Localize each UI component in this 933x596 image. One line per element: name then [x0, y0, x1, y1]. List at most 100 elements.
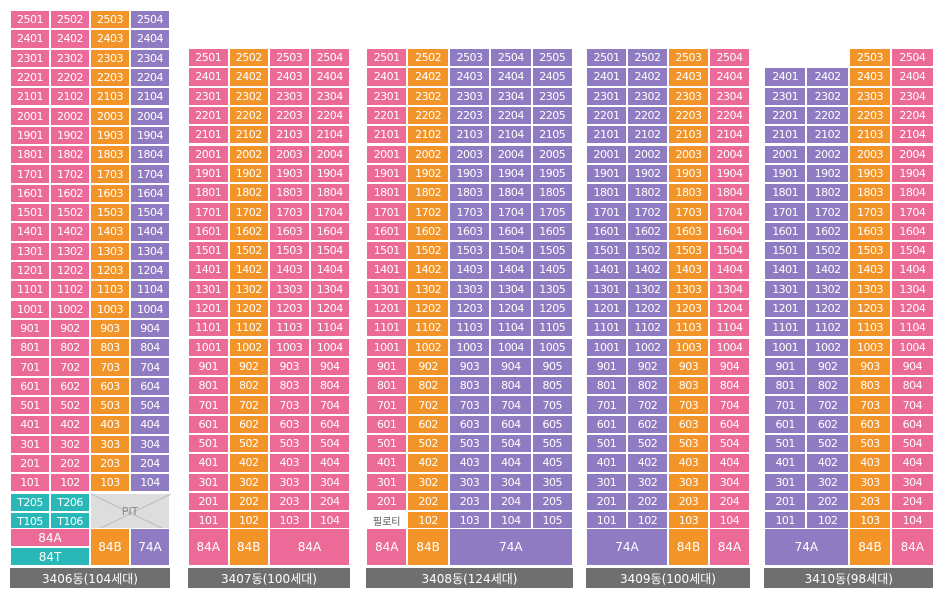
unit-cell[interactable]: 904: [709, 356, 750, 377]
unit-cell[interactable]: 1604: [309, 221, 350, 241]
unit-cell[interactable]: 1705: [531, 202, 573, 222]
unit-cell[interactable]: 802: [627, 376, 668, 396]
unit-cell[interactable]: 1603: [848, 221, 892, 241]
unit-cell[interactable]: 1802: [50, 145, 90, 165]
unit-cell[interactable]: 502: [50, 396, 90, 416]
unit-cell[interactable]: 1302: [407, 279, 449, 299]
unit-cell[interactable]: 2104: [891, 125, 933, 145]
unit-cell[interactable]: 1604: [709, 221, 750, 241]
unit-cell[interactable]: 2301: [188, 86, 229, 106]
unit-cell[interactable]: 2503: [848, 48, 892, 68]
unit-cell[interactable]: 2304: [130, 48, 170, 68]
unit-cell[interactable]: 403: [448, 453, 491, 473]
unit-cell[interactable]: 601: [188, 414, 229, 434]
unit-cell[interactable]: 201: [366, 491, 408, 512]
unit-cell[interactable]: 1602: [228, 221, 269, 241]
unit-cell[interactable]: 2004: [490, 144, 532, 164]
unit-cell[interactable]: 1903: [90, 125, 130, 146]
unit-cell[interactable]: 1901: [586, 163, 627, 184]
unit-cell[interactable]: 2101: [764, 125, 807, 145]
unit-cell[interactable]: 504: [309, 434, 350, 454]
unit-cell[interactable]: 1402: [806, 260, 849, 280]
unit-cell[interactable]: 801: [10, 338, 50, 358]
unit-cell[interactable]: 101: [764, 511, 807, 531]
unit-cell[interactable]: 1803: [448, 183, 491, 203]
unit-cell[interactable]: 2402: [50, 29, 90, 49]
unit-cell[interactable]: 1401: [764, 260, 807, 280]
unit-cell[interactable]: 202: [627, 491, 668, 512]
unit-cell[interactable]: 2402: [627, 67, 668, 87]
unit-cell[interactable]: 1202: [228, 298, 269, 319]
unit-cell[interactable]: 1503: [90, 203, 130, 223]
unit-cell[interactable]: 2002: [50, 106, 90, 126]
unit-cell[interactable]: 401: [764, 453, 807, 473]
unit-cell[interactable]: 1704: [130, 164, 170, 184]
unit-cell[interactable]: 705: [531, 395, 573, 415]
unit-cell[interactable]: 2304: [490, 86, 532, 106]
unit-cell[interactable]: 1004: [130, 299, 170, 319]
unit-cell[interactable]: 1604: [891, 221, 933, 241]
unit-cell[interactable]: 603: [448, 414, 491, 434]
unit-cell[interactable]: 1202: [407, 298, 449, 319]
unit-cell[interactable]: 401: [10, 415, 50, 435]
unit-cell[interactable]: 1804: [309, 183, 350, 203]
unit-cell[interactable]: 1603: [269, 221, 310, 241]
unit-cell[interactable]: 2005: [531, 144, 573, 164]
unit-cell[interactable]: 404: [309, 453, 350, 473]
unit-cell[interactable]: 1304: [130, 241, 170, 261]
unit-cell[interactable]: 902: [228, 356, 269, 377]
unit-cell[interactable]: 2301: [10, 48, 50, 68]
unit-cell[interactable]: 1203: [90, 260, 130, 281]
unit-cell[interactable]: 801: [366, 376, 408, 396]
unit-cell[interactable]: 2102: [407, 125, 449, 145]
unit-cell[interactable]: 2001: [188, 144, 229, 164]
unit-cell[interactable]: 1803: [90, 145, 130, 165]
unit-cell[interactable]: 2503: [668, 48, 709, 68]
unit-cell[interactable]: 1701: [188, 202, 229, 222]
unit-cell[interactable]: 2102: [50, 87, 90, 107]
unit-cell[interactable]: 1401: [586, 260, 627, 280]
unit-cell[interactable]: 1001: [366, 337, 408, 357]
unit-cell[interactable]: 1702: [806, 202, 849, 222]
unit-cell[interactable]: 302: [228, 472, 269, 492]
unit-cell[interactable]: 1303: [448, 279, 491, 299]
unit-cell[interactable]: 1801: [764, 183, 807, 203]
unit-cell[interactable]: 102: [407, 511, 449, 531]
unit-cell[interactable]: 1401: [10, 222, 50, 242]
unit-cell[interactable]: 2303: [90, 48, 130, 68]
unit-cell[interactable]: 704: [490, 395, 532, 415]
unit-cell[interactable]: 1902: [50, 125, 90, 146]
unit-cell[interactable]: 904: [891, 356, 933, 377]
unit-cell[interactable]: 1904: [891, 163, 933, 184]
unit-cell[interactable]: 701: [366, 395, 408, 415]
unit-cell[interactable]: 1801: [188, 183, 229, 203]
unit-cell[interactable]: 1002: [50, 299, 90, 319]
unit-cell[interactable]: 1103: [269, 318, 310, 338]
unit-cell[interactable]: 704: [891, 395, 933, 415]
unit-cell[interactable]: 2104: [309, 125, 350, 145]
unit-cell[interactable]: 2305: [531, 86, 573, 106]
unit-cell[interactable]: 104: [709, 511, 750, 531]
unit-cell[interactable]: 1702: [627, 202, 668, 222]
unit-cell[interactable]: 102: [50, 473, 90, 493]
unit-cell[interactable]: 2203: [90, 67, 130, 88]
unit-cell[interactable]: 103: [848, 511, 892, 531]
unit-cell[interactable]: 701: [764, 395, 807, 415]
unit-cell[interactable]: 601: [586, 414, 627, 434]
unit-cell[interactable]: 304: [130, 434, 170, 454]
unit-cell[interactable]: 304: [490, 472, 532, 492]
unit-cell[interactable]: 1801: [366, 183, 408, 203]
unit-cell[interactable]: 1502: [407, 241, 449, 261]
unit-cell[interactable]: 1303: [668, 279, 709, 299]
unit-cell[interactable]: 103: [448, 511, 491, 531]
unit-cell[interactable]: 2101: [366, 125, 408, 145]
unit-cell[interactable]: 203: [448, 491, 491, 512]
unit-cell[interactable]: 2503: [90, 10, 130, 30]
unit-cell[interactable]: 702: [806, 395, 849, 415]
unit-cell[interactable]: 701: [586, 395, 627, 415]
unit-cell[interactable]: 1801: [10, 145, 50, 165]
unit-cell[interactable]: 803: [90, 338, 130, 358]
unit-cell[interactable]: 1602: [407, 221, 449, 241]
unit-cell[interactable]: 1701: [10, 164, 50, 184]
unit-cell[interactable]: 1204: [309, 298, 350, 319]
